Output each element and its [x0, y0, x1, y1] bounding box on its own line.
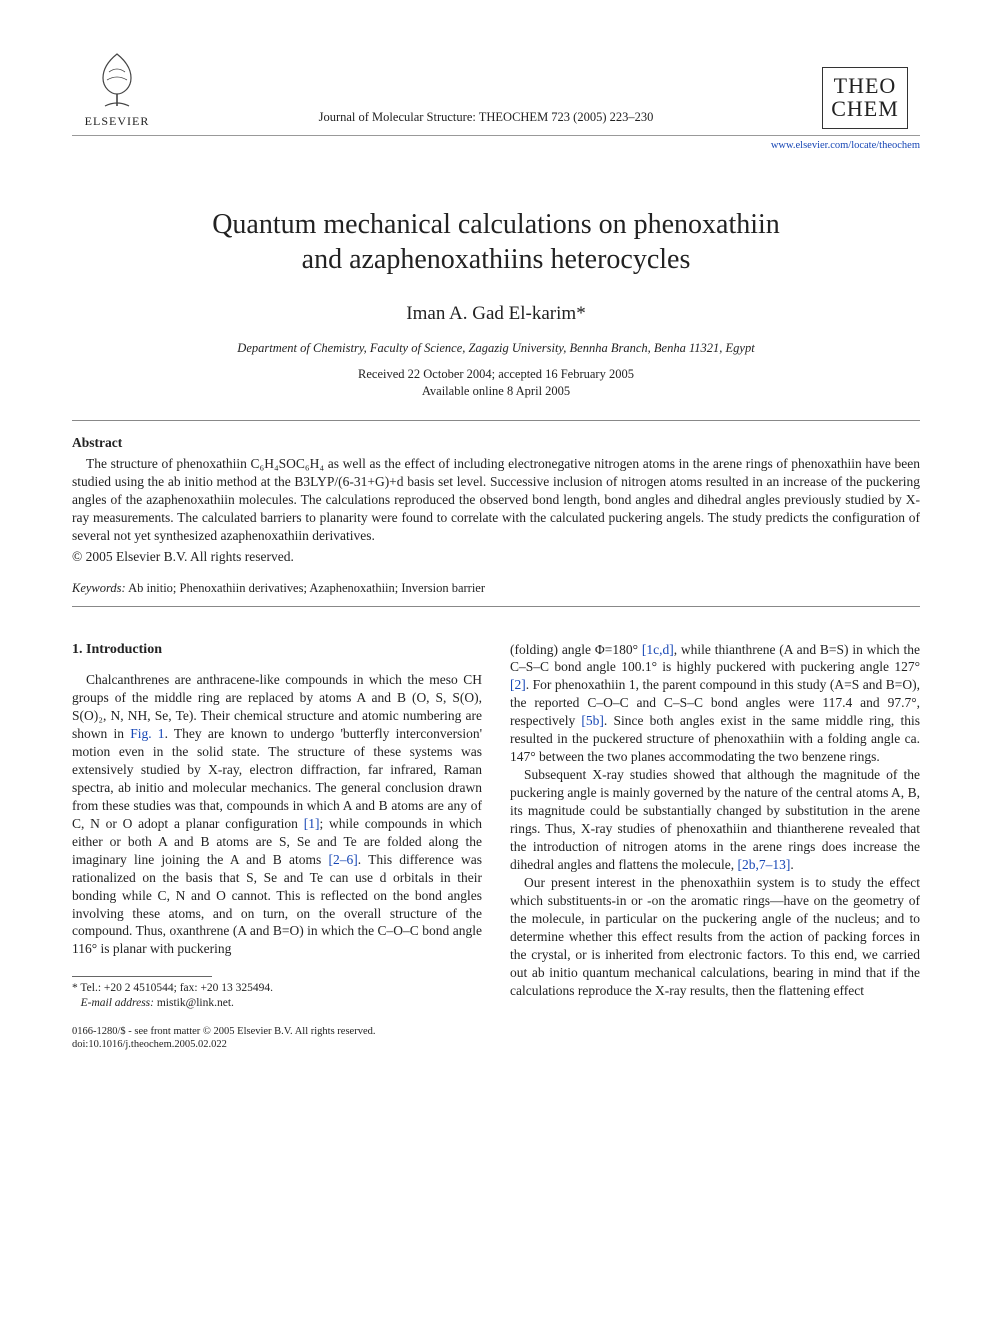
body-columns: 1. Introduction Chalcanthrenes are anthr…	[72, 641, 920, 1052]
email-address[interactable]: mistik@link.net.	[154, 997, 234, 1009]
abstract-heading: Abstract	[72, 435, 920, 451]
abstract-copyright: © 2005 Elsevier B.V. All rights reserved…	[72, 549, 920, 565]
column-left: 1. Introduction Chalcanthrenes are anthr…	[72, 641, 482, 1052]
affiliation: Department of Chemistry, Faculty of Scie…	[72, 341, 920, 356]
front-matter-line: 0166-1280/$ - see front matter © 2005 El…	[72, 1025, 482, 1038]
section-1-heading: 1. Introduction	[72, 641, 482, 660]
footnotes: * Tel.: +20 2 4510544; fax: +20 13 32549…	[72, 981, 482, 1011]
abstract-text: The structure of phenoxathiin C₆H₄SOC₆H₄…	[72, 455, 920, 545]
rule-above-abstract	[72, 420, 920, 421]
journal-logo-block: THEO CHEM	[810, 67, 920, 129]
rule-below-keywords	[72, 606, 920, 607]
ref-2b-7-13[interactable]: [2b,7–13]	[738, 857, 791, 872]
p1r-a: (folding) angle Φ=180°	[510, 642, 642, 657]
intro-para-3: Our present interest in the phenoxathiin…	[510, 874, 920, 1000]
journal-logo-line2: CHEM	[831, 97, 899, 120]
p1-d: . This difference was rationalized on th…	[72, 852, 482, 957]
intro-para-2: Subsequent X-ray studies showed that alt…	[510, 766, 920, 874]
abstract-body: The structure of phenoxathiin C₆H₄SOC₆H₄…	[72, 455, 920, 545]
dates-online: Available online 8 April 2005	[422, 384, 570, 398]
column-right: (folding) angle Φ=180° [1c,d], while thi…	[510, 641, 920, 1052]
journal-logo-box: THEO CHEM	[822, 67, 908, 129]
keywords-label: Keywords:	[72, 581, 126, 595]
fig1-link[interactable]: Fig. 1	[130, 726, 164, 741]
title-line1: Quantum mechanical calculations on pheno…	[212, 209, 780, 240]
article-title: Quantum mechanical calculations on pheno…	[72, 207, 920, 277]
page-header: ELSEVIER Journal of Molecular Structure:…	[72, 48, 920, 136]
corresponding-author: * Tel.: +20 2 4510544; fax: +20 13 32549…	[72, 981, 482, 996]
journal-reference: Journal of Molecular Structure: THEOCHEM…	[162, 110, 810, 129]
doi-block: 0166-1280/$ - see front matter © 2005 El…	[72, 1025, 482, 1051]
journal-url[interactable]: www.elsevier.com/locate/theochem	[72, 140, 920, 151]
ref-2[interactable]: [2]	[510, 677, 526, 692]
elsevier-tree-icon	[85, 48, 149, 112]
keywords-line: Keywords: Ab initio; Phenoxathiin deriva…	[72, 581, 920, 596]
journal-logo-line1: THEO	[831, 74, 899, 97]
p2-b: .	[790, 857, 793, 872]
title-line2: and azaphenoxathiins heterocycles	[302, 244, 691, 275]
footnote-rule	[72, 976, 212, 977]
ref-2-6[interactable]: [2–6]	[328, 852, 357, 867]
author-name: Iman A. Gad El-karim*	[72, 303, 920, 325]
article-dates: Received 22 October 2004; accepted 16 Fe…	[72, 366, 920, 400]
ref-1cd[interactable]: [1c,d]	[642, 642, 674, 657]
p2-a: Subsequent X-ray studies showed that alt…	[510, 767, 920, 872]
intro-para-1-cont: (folding) angle Φ=180° [1c,d], while thi…	[510, 641, 920, 767]
email-label: E-mail address:	[81, 997, 154, 1009]
intro-para-1: Chalcanthrenes are anthracene-like compo…	[72, 671, 482, 958]
ref-1[interactable]: [1]	[304, 816, 320, 831]
dates-received: Received 22 October 2004; accepted 16 Fe…	[358, 367, 634, 381]
publisher-name: ELSEVIER	[85, 114, 150, 129]
keywords-text: Ab initio; Phenoxathiin derivatives; Aza…	[126, 581, 485, 595]
publisher-logo: ELSEVIER	[72, 48, 162, 129]
email-line: E-mail address: mistik@link.net.	[72, 996, 482, 1011]
ref-5b[interactable]: [5b]	[581, 713, 604, 728]
doi-line: doi:10.1016/j.theochem.2005.02.022	[72, 1038, 482, 1051]
